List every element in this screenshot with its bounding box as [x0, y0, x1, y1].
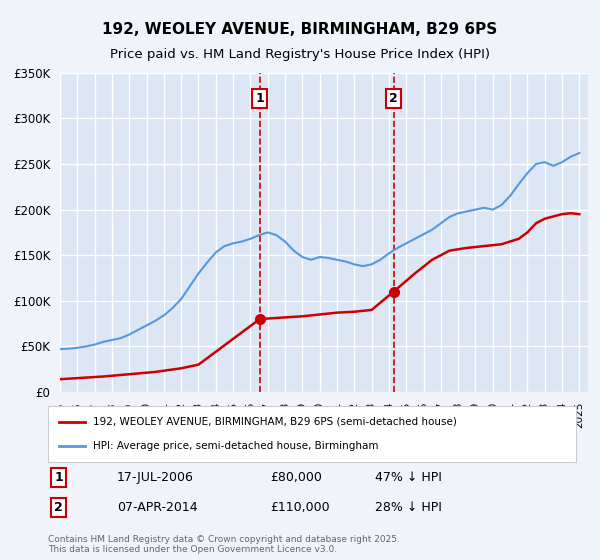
Text: 1: 1 [54, 471, 63, 484]
Text: 2: 2 [54, 501, 63, 514]
Text: £80,000: £80,000 [270, 471, 322, 484]
Text: Contains HM Land Registry data © Crown copyright and database right 2025.
This d: Contains HM Land Registry data © Crown c… [48, 535, 400, 554]
Text: £110,000: £110,000 [270, 501, 329, 514]
Text: HPI: Average price, semi-detached house, Birmingham: HPI: Average price, semi-detached house,… [93, 441, 379, 451]
Text: 192, WEOLEY AVENUE, BIRMINGHAM, B29 6PS (semi-detached house): 192, WEOLEY AVENUE, BIRMINGHAM, B29 6PS … [93, 417, 457, 427]
Text: 28% ↓ HPI: 28% ↓ HPI [376, 501, 442, 514]
Text: 2: 2 [389, 92, 398, 105]
Text: 07-APR-2014: 07-APR-2014 [116, 501, 197, 514]
Text: 1: 1 [256, 92, 264, 105]
Text: 192, WEOLEY AVENUE, BIRMINGHAM, B29 6PS: 192, WEOLEY AVENUE, BIRMINGHAM, B29 6PS [103, 22, 497, 38]
Text: 17-JUL-2006: 17-JUL-2006 [116, 471, 194, 484]
Text: Price paid vs. HM Land Registry's House Price Index (HPI): Price paid vs. HM Land Registry's House … [110, 48, 490, 60]
Text: 47% ↓ HPI: 47% ↓ HPI [376, 471, 442, 484]
